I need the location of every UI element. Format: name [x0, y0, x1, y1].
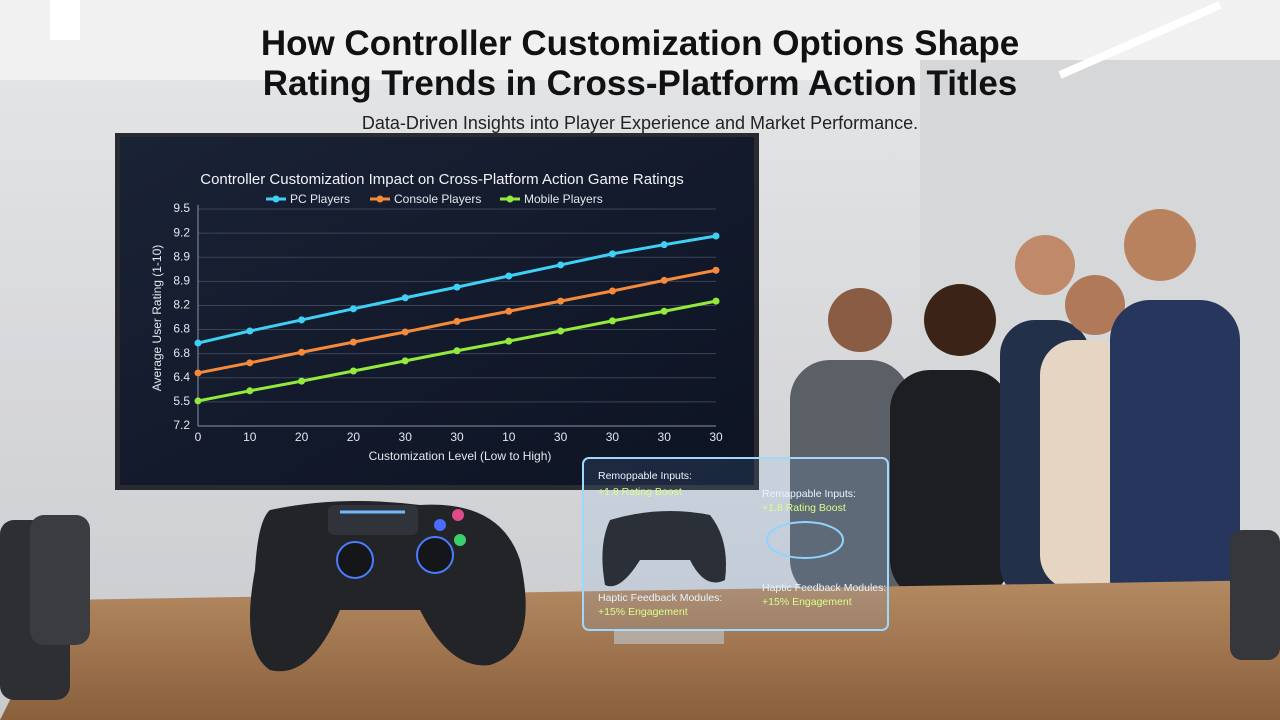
- hologram-text: +15% Engagement: [762, 596, 852, 608]
- data-point: [453, 317, 461, 325]
- chart-title: Controller Customization Impact on Cross…: [200, 171, 684, 188]
- data-point: [401, 357, 409, 365]
- data-point: [712, 266, 720, 274]
- data-point: [194, 369, 202, 377]
- x-tick-label: 30: [399, 430, 413, 444]
- legend-label: Console Players: [394, 192, 481, 206]
- legend-marker: [506, 195, 514, 203]
- data-point: [557, 297, 565, 305]
- x-tick-label: 20: [295, 430, 309, 444]
- data-point: [349, 367, 357, 375]
- data-point: [557, 327, 565, 335]
- y-tick-label: 8.9: [173, 274, 190, 288]
- x-tick-label: 30: [450, 430, 464, 444]
- data-point: [401, 294, 409, 302]
- x-tick-label: 30: [606, 430, 620, 444]
- data-point: [349, 338, 357, 346]
- hologram-text: +1.8 Rating Boost: [598, 486, 682, 498]
- data-point: [660, 276, 668, 284]
- data-point: [608, 317, 616, 325]
- data-point: [298, 348, 306, 356]
- data-point: [401, 328, 409, 336]
- data-point: [608, 287, 616, 295]
- hologram-text: +15% Engagement: [598, 606, 688, 618]
- hologram-text: Remoppable Inputs:: [598, 470, 692, 482]
- data-point: [505, 272, 513, 280]
- y-tick-label: 9.5: [173, 201, 190, 215]
- y-tick-label: 6.8: [173, 346, 190, 360]
- y-tick-label: 6.4: [173, 370, 190, 384]
- chairs: [0, 515, 1280, 700]
- data-point: [660, 307, 668, 315]
- page-title: How Controller Customization Options Sha…: [261, 24, 1019, 103]
- hologram-text: Remappable Inputs:: [762, 488, 856, 500]
- x-tick-label: 0: [195, 430, 202, 444]
- x-axis-label: Customization Level (Low to High): [369, 449, 552, 463]
- legend-marker: [272, 195, 280, 203]
- x-tick-label: 20: [347, 430, 361, 444]
- title-line: Rating Trends in Cross-Platform Action T…: [263, 64, 1018, 103]
- data-point: [298, 316, 306, 324]
- ceiling-light: [1058, 1, 1222, 79]
- data-point: [660, 241, 668, 249]
- data-point: [505, 337, 513, 345]
- legend-marker: [376, 195, 384, 203]
- hologram-text: Haptic Feedback Modules:: [598, 592, 722, 604]
- x-tick-label: 10: [243, 430, 257, 444]
- x-tick-label: 10: [502, 430, 516, 444]
- data-point: [712, 232, 720, 240]
- data-point: [246, 359, 254, 367]
- data-point: [246, 387, 254, 395]
- y-tick-label: 6.8: [173, 322, 190, 336]
- legend-label: Mobile Players: [524, 192, 603, 206]
- y-axis-label: Average User Rating (1-10): [150, 245, 164, 392]
- x-tick-label: 30: [709, 430, 723, 444]
- data-point: [557, 261, 565, 269]
- hologram-text: Haptic Feedback Modules:: [762, 582, 886, 594]
- hologram-panel: [582, 457, 889, 644]
- data-point: [298, 377, 306, 385]
- hologram-text: +1.8 Rating Boost: [762, 502, 846, 514]
- legend-label: PC Players: [290, 192, 350, 206]
- data-point: [349, 305, 357, 313]
- y-tick-label: 7.2: [173, 418, 190, 432]
- data-point: [453, 283, 461, 291]
- x-tick-label: 30: [658, 430, 672, 444]
- title-line: How Controller Customization Options Sha…: [261, 24, 1019, 63]
- data-point: [505, 307, 513, 315]
- data-point: [453, 347, 461, 355]
- data-point: [246, 327, 254, 335]
- data-point: [194, 339, 202, 347]
- data-point: [194, 397, 202, 405]
- y-tick-label: 5.5: [173, 394, 190, 408]
- people: [790, 209, 1240, 640]
- y-tick-label: 9.2: [173, 225, 190, 239]
- controller: [250, 501, 526, 672]
- tv-screen: [120, 137, 754, 485]
- data-point: [608, 250, 616, 258]
- ceiling-light: [50, 0, 80, 40]
- y-tick-label: 8.2: [173, 298, 190, 312]
- data-point: [712, 297, 720, 305]
- y-tick-label: 8.9: [173, 249, 190, 263]
- x-tick-label: 30: [554, 430, 568, 444]
- page-subtitle: Data-Driven Insights into Player Experie…: [362, 113, 918, 133]
